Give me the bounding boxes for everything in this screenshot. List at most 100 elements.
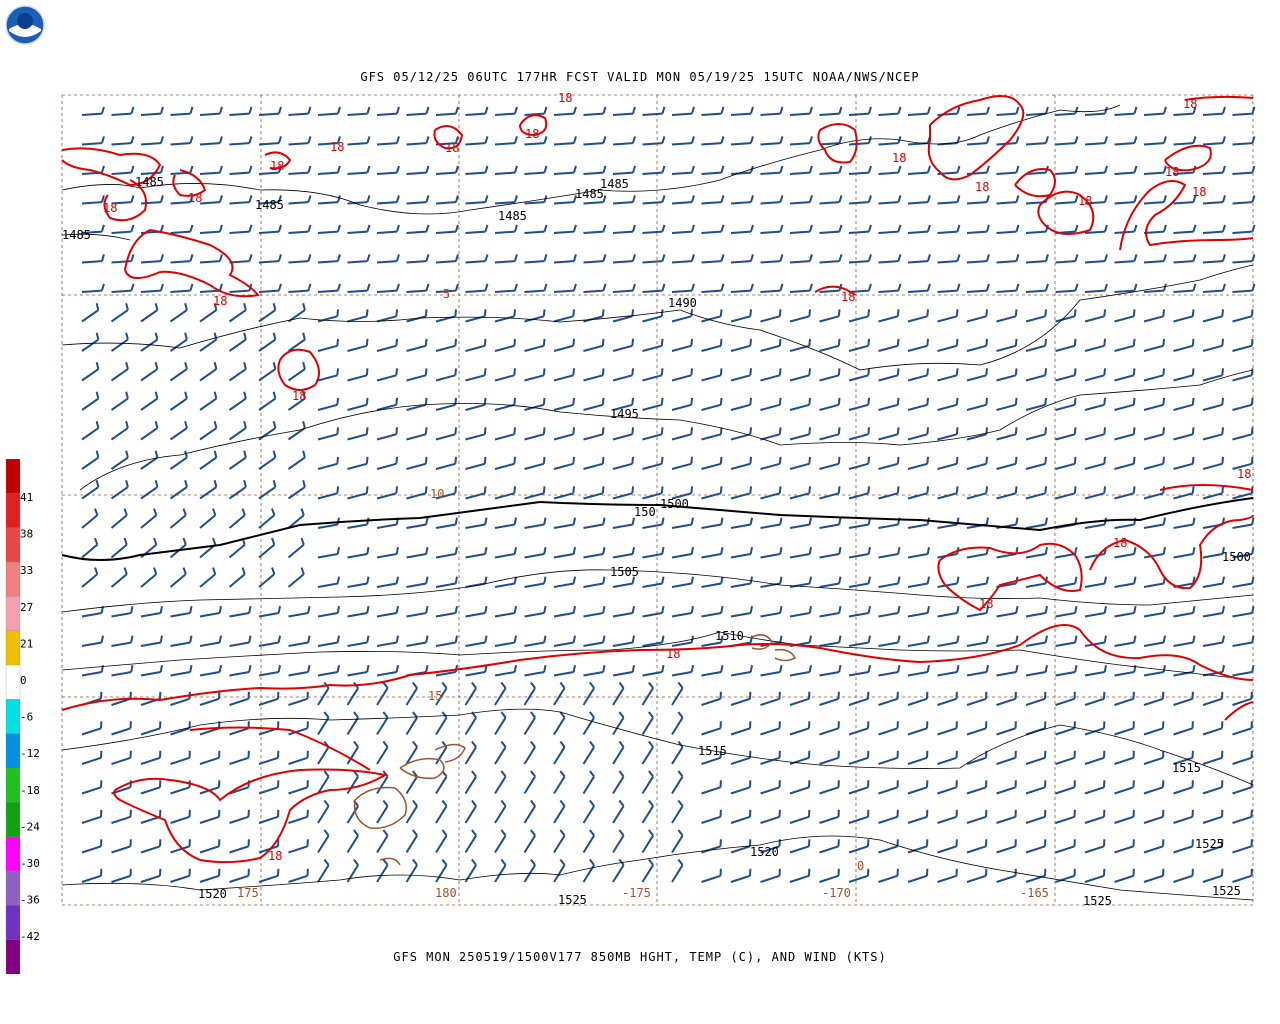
wind-barb xyxy=(730,809,752,824)
wind-barb xyxy=(671,338,694,352)
lat-label: 5 xyxy=(443,287,450,301)
wind-barb xyxy=(229,106,253,116)
wind-barb xyxy=(583,254,607,264)
wind-barb xyxy=(878,338,900,352)
wind-barb xyxy=(760,546,783,559)
wind-barb xyxy=(347,605,370,618)
wind-barb xyxy=(1084,106,1108,116)
wind-barb xyxy=(199,195,223,205)
wind-barb xyxy=(612,456,635,470)
wind-barb xyxy=(1114,309,1136,323)
wind-barb xyxy=(229,224,253,234)
wind-barb xyxy=(583,283,607,293)
wind-barb xyxy=(110,508,128,529)
wind-barb xyxy=(760,165,784,175)
wind-barb xyxy=(730,486,753,500)
wind-barb xyxy=(1025,635,1048,647)
wind-barb xyxy=(346,740,359,765)
wind-barb xyxy=(170,809,191,824)
wind-barb xyxy=(642,368,664,382)
wind-barb xyxy=(1173,809,1194,824)
wind-barb xyxy=(642,338,664,352)
wind-barb xyxy=(819,546,842,559)
wind-barb xyxy=(1055,691,1076,706)
wind-barb xyxy=(996,165,1020,175)
wind-barb xyxy=(553,770,566,795)
wind-barb xyxy=(671,254,695,264)
wind-barb xyxy=(1084,635,1107,647)
lon-label: -165 xyxy=(1020,886,1049,900)
wind-barb xyxy=(730,195,754,205)
wind-barb xyxy=(996,635,1019,647)
wind-barb xyxy=(760,195,784,205)
wind-barb xyxy=(996,368,1018,382)
wind-barb xyxy=(376,740,389,765)
wind-barb xyxy=(81,750,103,765)
wind-barb xyxy=(1114,721,1135,736)
wind-barb xyxy=(760,486,782,500)
wind-barb xyxy=(642,486,664,500)
wind-barb xyxy=(258,780,280,795)
wind-barb xyxy=(819,309,841,323)
wind-barb xyxy=(701,517,724,529)
height-label: 1500 xyxy=(660,497,689,511)
wind-barb xyxy=(760,106,784,116)
wind-barb xyxy=(81,283,105,293)
wind-barb xyxy=(406,456,428,470)
wind-barb xyxy=(1084,397,1107,411)
wind-barb xyxy=(642,635,665,647)
wind-barb xyxy=(966,283,990,293)
wind-barb xyxy=(258,635,281,647)
wind-barb xyxy=(81,479,100,500)
wind-barb xyxy=(641,740,654,765)
wind-barb xyxy=(1114,780,1135,795)
wind-barb xyxy=(907,224,931,234)
wind-barb xyxy=(1114,868,1135,883)
wind-barb xyxy=(376,858,389,883)
wind-barb xyxy=(524,224,548,234)
wind-barb xyxy=(81,254,105,264)
wind-barb xyxy=(465,456,487,470)
height-label: 1500 xyxy=(1222,550,1251,564)
wind-barb xyxy=(878,165,902,175)
wind-barb xyxy=(494,770,507,795)
wind-barb xyxy=(111,254,135,264)
wind-barb xyxy=(1143,721,1165,736)
height-label: 1515 xyxy=(698,744,727,758)
wind-barb xyxy=(1202,106,1226,116)
wind-barb xyxy=(81,508,99,529)
wind-barb xyxy=(760,456,782,470)
wind-barb xyxy=(789,309,812,323)
lon-label: -175 xyxy=(622,886,651,900)
wind-barb xyxy=(1084,868,1106,883)
wind-barb xyxy=(760,338,782,352)
wind-barb xyxy=(1232,224,1256,234)
wind-barb xyxy=(435,829,448,854)
wind-barb xyxy=(878,664,901,677)
wind-barb xyxy=(464,740,477,765)
wind-barb xyxy=(730,338,753,352)
wind-barb xyxy=(1232,456,1254,470)
wind-barb xyxy=(81,195,105,205)
wind-barb xyxy=(1114,809,1135,824)
wind-barb xyxy=(848,576,871,588)
wind-barb xyxy=(110,391,129,411)
wind-barb xyxy=(937,750,958,765)
wind-barb xyxy=(81,721,103,736)
wind-barb xyxy=(1055,868,1076,883)
height-label: 1485 xyxy=(135,175,164,189)
wind-barb xyxy=(111,106,135,116)
wind-barb xyxy=(848,338,871,352)
wind-barb xyxy=(140,283,164,293)
wind-barb xyxy=(347,106,371,116)
wind-barb xyxy=(966,195,990,205)
wind-barb xyxy=(848,664,871,677)
wind-barb xyxy=(878,868,899,883)
wind-barb xyxy=(671,799,684,824)
wind-barb xyxy=(789,106,813,116)
wind-barb xyxy=(1143,224,1167,234)
wind-barb xyxy=(376,224,400,234)
wind-barb xyxy=(229,136,253,146)
wind-barb xyxy=(317,576,340,588)
wind-barb xyxy=(671,195,695,205)
